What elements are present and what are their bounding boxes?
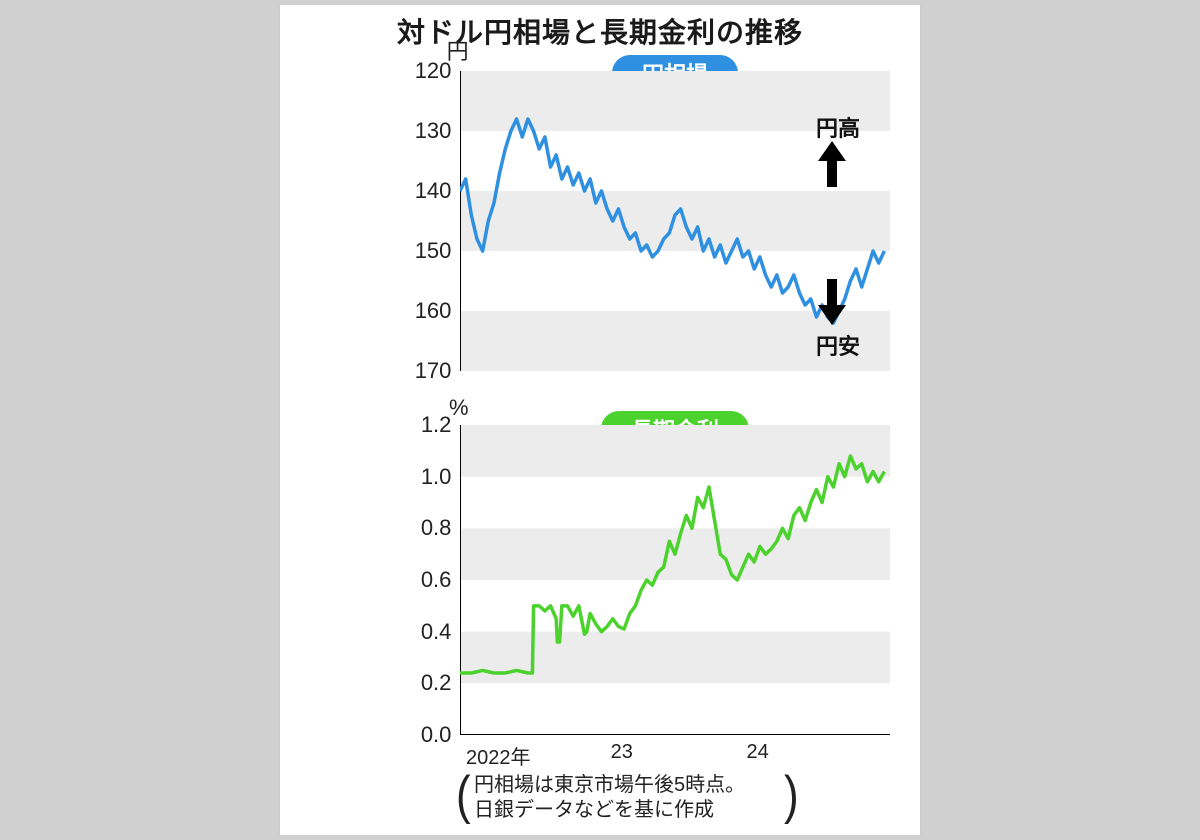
ytick-label: 0.6 [421, 567, 452, 593]
chart-title: 対ドル円相場と長期金利の推移 [280, 11, 920, 51]
ytick-label: 0.2 [421, 670, 452, 696]
footnote: 円相場は東京市場午後5時点。 日銀データなどを基に作成 [474, 773, 745, 823]
paren-right: ) [784, 766, 799, 826]
chart-frame: 対ドル円相場と長期金利の推移 円相場 円 円高 円安 1201301401501… [279, 4, 921, 836]
ytick-label: 120 [415, 58, 452, 84]
xtick-label: 23 [611, 741, 633, 764]
x-axis-labels: 2022年 23 24 [460, 741, 890, 767]
ytick-label: 140 [415, 178, 452, 204]
xtick-label: 2022年 [466, 741, 531, 770]
xtick-label: 24 [746, 741, 768, 764]
ytick-label: 150 [415, 238, 452, 264]
ytick-label: 130 [415, 118, 452, 144]
ytick-label: 1.2 [421, 412, 452, 438]
rate-plot [460, 425, 890, 735]
rate-chart: 長期金利 新発10年物国債利回り % 0.00.20.40.60.81.01.2 [460, 425, 890, 735]
arrow-up-icon [818, 141, 846, 187]
ytick-label: 1.0 [421, 464, 452, 490]
yen-chart: 円相場 円 円高 円安 120130140150160170 [460, 71, 890, 371]
ytick-label: 160 [415, 298, 452, 324]
paren-left: ( [456, 766, 471, 826]
yen-high-label: 円高 [816, 111, 860, 143]
ytick-label: 0.4 [421, 619, 452, 645]
ytick-label: 0.8 [421, 515, 452, 541]
arrow-down-icon [818, 279, 846, 325]
rate-unit: % [449, 395, 469, 421]
ytick-label: 0.0 [421, 722, 452, 748]
ytick-label: 170 [415, 358, 452, 384]
yen-low-label: 円安 [816, 329, 860, 361]
